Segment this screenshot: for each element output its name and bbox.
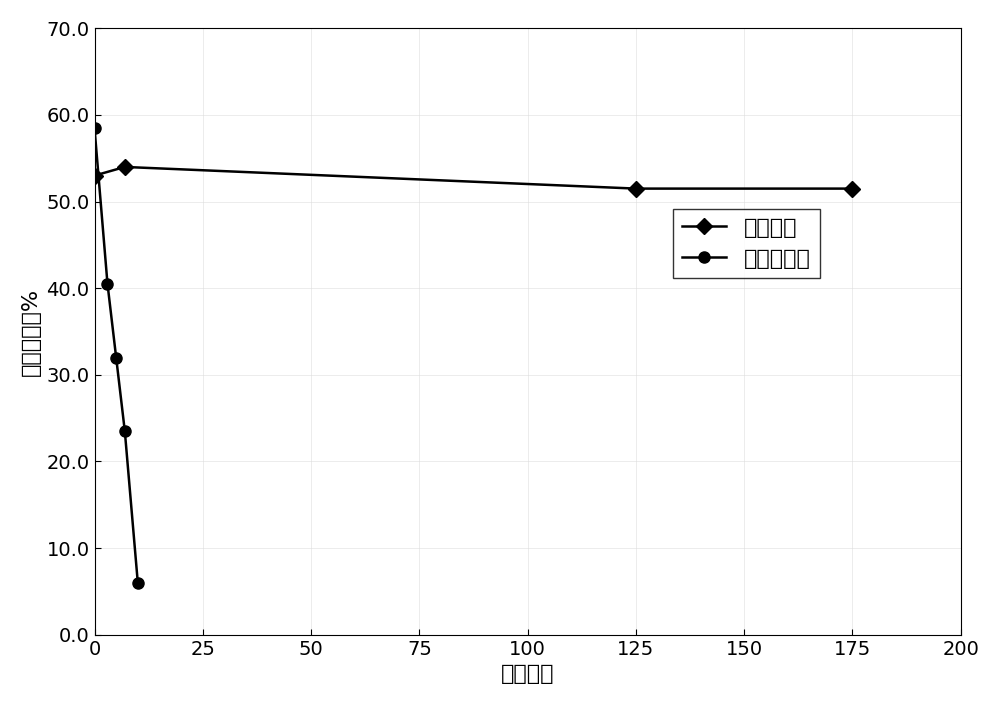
无原位提纯 bbox=[119, 427, 131, 436]
无原位提纯 bbox=[110, 353, 122, 362]
无原位提纯 bbox=[88, 124, 100, 133]
原位提纯 bbox=[88, 171, 100, 180]
原位提纯 bbox=[119, 163, 131, 171]
原位提纯 bbox=[846, 185, 858, 193]
Line: 原位提纯: 原位提纯 bbox=[89, 161, 858, 194]
无原位提纯 bbox=[101, 280, 113, 288]
Line: 无原位提纯: 无原位提纯 bbox=[89, 123, 143, 589]
无原位提纯 bbox=[132, 579, 144, 587]
Y-axis label: 量子效率／%: 量子效率／% bbox=[21, 288, 41, 376]
X-axis label: 时间／天: 时间／天 bbox=[501, 664, 554, 684]
原位提纯 bbox=[630, 185, 642, 193]
Legend: 原位提纯, 无原位提纯: 原位提纯, 无原位提纯 bbox=[673, 209, 820, 278]
